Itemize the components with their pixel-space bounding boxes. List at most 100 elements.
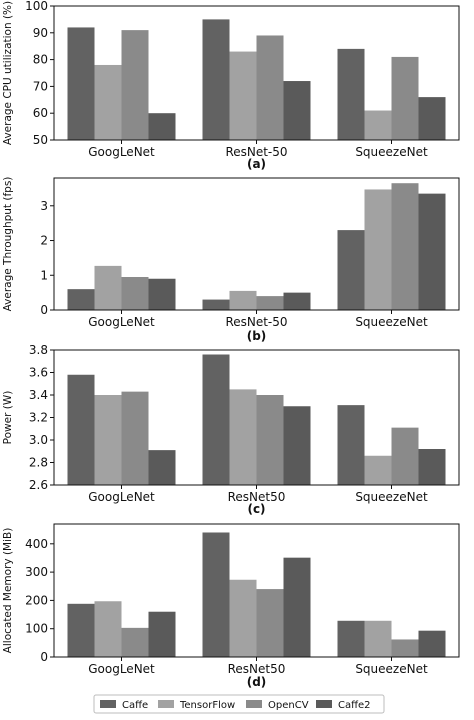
bar-opencv-resnet-50 [256, 296, 284, 310]
bar-caffe2-squeezenet [418, 193, 446, 310]
bar-tensorflow-googlenet [94, 395, 122, 485]
x-tick-label-resnet-50: ResNet-50 [225, 145, 287, 159]
y-axis-label: Average Throughput (fps) [2, 177, 14, 312]
x-tick-label-googlenet: GoogLeNet [88, 315, 155, 329]
y-tick-label: 2 [40, 234, 48, 248]
legend-label-caffe2: Caffe2 [338, 700, 371, 711]
bar-tensorflow-googlenet [94, 265, 122, 310]
y-tick-label: 0 [40, 650, 48, 664]
bar-opencv-resnet-50 [256, 35, 284, 141]
x-tick-label-resnet50: ResNet50 [228, 490, 286, 504]
y-tick-label: 3.8 [29, 343, 48, 357]
chart-panel-a: 50 60 70 80 90 100 GoogLeNet ResNet-50 SqueezeNe… [2, 0, 460, 171]
bar-caffe2-squeezenet [418, 630, 446, 657]
bar-caffe-squeezenet [337, 620, 365, 657]
bar-tensorflow-resnet50 [229, 579, 257, 657]
y-axis-label: Allocated Memory (MiB) [2, 528, 14, 654]
panel-caption: (d) [247, 675, 267, 689]
legend-label-tensorflow: TensorFlow [179, 700, 235, 711]
bar-caffe2-resnet50 [283, 406, 311, 485]
bar-caffe-googlenet [67, 289, 95, 310]
bar-caffe2-resnet50 [283, 557, 311, 657]
x-tick-label-googlenet: GoogLeNet [88, 490, 155, 504]
y-tick-label: 60 [33, 106, 48, 120]
bar-caffe-googlenet [67, 374, 95, 485]
bar-tensorflow-googlenet [94, 64, 122, 140]
bar-caffe-googlenet [67, 603, 95, 657]
y-axis-label: Average CPU utilization (%) [2, 1, 14, 145]
bar-tensorflow-squeezenet [364, 620, 392, 657]
panel-caption: (c) [247, 502, 265, 516]
bar-caffe2-squeezenet [418, 449, 446, 485]
bar-caffe-resnet50 [202, 532, 230, 657]
bar-opencv-squeezenet [391, 183, 419, 310]
bar-tensorflow-squeezenet [364, 189, 392, 310]
y-tick-label: 70 [33, 79, 48, 93]
y-tick-label: 2.8 [29, 456, 48, 470]
panel-caption: (b) [247, 329, 267, 343]
legend: Caffe TensorFlow OpenCV Caffe2 [93, 694, 385, 714]
y-tick-label: 0 [40, 303, 48, 317]
bar-tensorflow-resnet-50 [229, 290, 257, 310]
bar-caffe2-googlenet [148, 278, 176, 310]
x-tick-label-squeezenet: SqueezeNet [355, 315, 428, 329]
y-tick-label: 90 [33, 26, 48, 40]
bar-caffe2-googlenet [148, 611, 176, 657]
bar-caffe-squeezenet [337, 405, 365, 486]
bar-caffe2-resnet-50 [283, 81, 311, 140]
bar-caffe2-resnet-50 [283, 292, 311, 310]
bar-tensorflow-resnet50 [229, 389, 257, 486]
bar-opencv-squeezenet [391, 56, 419, 140]
bar-caffe2-googlenet [148, 450, 176, 486]
x-tick-label-resnet50: ResNet50 [228, 662, 286, 676]
bar-opencv-resnet50 [256, 589, 284, 657]
bar-caffe-resnet-50 [202, 299, 230, 310]
y-tick-label: 3.2 [29, 411, 48, 425]
legend-label-opencv: OpenCV [268, 700, 309, 711]
bar-tensorflow-squeezenet [364, 110, 392, 140]
bar-opencv-resnet50 [256, 395, 284, 485]
y-tick-label: 50 [33, 133, 48, 147]
bar-opencv-squeezenet [391, 639, 419, 657]
legend-swatch-caffe [100, 700, 116, 708]
y-tick-label: 300 [25, 565, 48, 579]
x-tick-label-googlenet: GoogLeNet [88, 662, 155, 676]
y-tick-label: 100 [25, 622, 48, 636]
y-tick-label: 3 [40, 199, 48, 213]
y-tick-label: 200 [25, 593, 48, 607]
bar-tensorflow-squeezenet [364, 455, 392, 485]
x-tick-label-squeezenet: SqueezeNet [355, 662, 428, 676]
y-axis-label: Power (W) [2, 391, 14, 445]
chart-panel-d: 0 100 200 300 400 GoogLeNet ResNet50 SqueezeNet… [2, 523, 460, 689]
bar-caffe-googlenet [67, 27, 95, 140]
legend-swatch-caffe2 [316, 700, 332, 708]
bar-opencv-googlenet [121, 391, 149, 486]
bar-caffe-squeezenet [337, 230, 365, 310]
chart-panel-b: 0 1 2 3 GoogLeNet ResNet-50 SqueezeNet Average … [2, 177, 460, 343]
legend-label-caffe: Caffe [122, 700, 148, 711]
legend-swatch-tensorflow [158, 700, 174, 708]
bar-caffe2-squeezenet [418, 97, 446, 140]
bar-caffe-resnet50 [202, 354, 230, 485]
y-tick-label: 3.6 [29, 366, 48, 380]
y-tick-label: 80 [33, 53, 48, 67]
bar-opencv-googlenet [121, 30, 149, 140]
y-tick-label: 3.4 [29, 388, 48, 402]
y-tick-label: 2.6 [29, 478, 48, 492]
bar-opencv-googlenet [121, 277, 149, 310]
x-tick-label-resnet-50: ResNet-50 [225, 315, 287, 329]
y-tick-label: 3.0 [29, 433, 48, 447]
x-tick-label-squeezenet: SqueezeNet [355, 490, 428, 504]
y-tick-label: 400 [25, 537, 48, 551]
bar-tensorflow-resnet-50 [229, 51, 257, 141]
bar-tensorflow-googlenet [94, 601, 122, 657]
y-tick-label: 1 [40, 268, 48, 282]
bar-caffe-resnet-50 [202, 19, 230, 140]
y-tick-label: 100 [25, 0, 48, 13]
x-tick-label-squeezenet: SqueezeNet [355, 145, 428, 159]
legend-swatch-opencv [246, 700, 262, 708]
panel-caption: (a) [247, 157, 266, 171]
bar-opencv-googlenet [121, 627, 149, 657]
